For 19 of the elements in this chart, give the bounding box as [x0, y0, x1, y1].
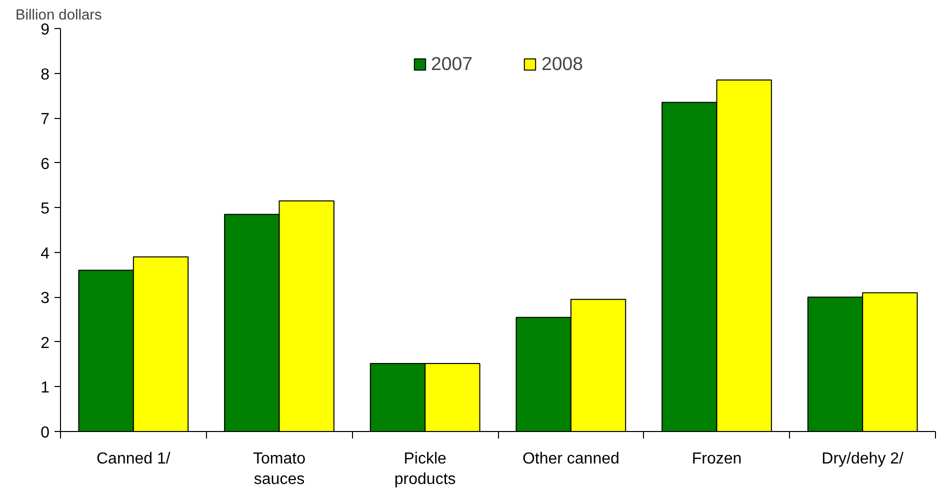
y-axis-title: Billion dollars [16, 8, 102, 24]
y-tick-label: 9 [40, 22, 50, 38]
y-tick-label: 5 [40, 200, 50, 218]
legend-label: 2007 [430, 53, 472, 75]
x-tick-label: Tomato sauces [253, 450, 306, 488]
y-tick-label: 2 [40, 334, 50, 352]
x-tick-label: Dry/dehy 2/ [822, 450, 904, 468]
y-tick-label: 8 [40, 66, 50, 84]
legend-label: 2008 [542, 53, 584, 75]
y-tick-label: 4 [40, 245, 50, 262]
x-tick-label: Other canned [522, 450, 620, 468]
x-tick-label: Frozen [692, 450, 742, 468]
x-tick-label: Canned 1/ [96, 450, 171, 468]
y-tick-label: 0 [40, 424, 50, 442]
y-tick-label: 6 [40, 156, 50, 173]
y-tick-label: 1 [40, 380, 50, 397]
x-tick-label: Pickle products [394, 450, 456, 488]
y-tick-label: 3 [40, 290, 50, 308]
y-tick-label: 7 [40, 111, 50, 128]
